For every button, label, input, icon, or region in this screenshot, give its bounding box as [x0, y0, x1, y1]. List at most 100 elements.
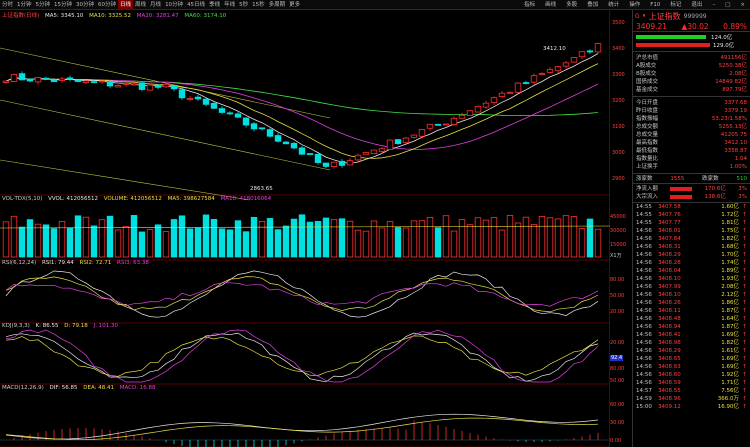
- close-icon[interactable]: ×: [740, 2, 745, 8]
- trade-time: 14:57: [636, 388, 652, 394]
- candle-body: [530, 75, 538, 83]
- toolbar-menu-item[interactable]: 指标: [524, 2, 536, 8]
- period-tab[interactable]: 1分钟: [17, 1, 32, 8]
- candle-body: [570, 57, 578, 63]
- trade-direction: ↑: [742, 372, 747, 378]
- candle-body: [370, 149, 378, 155]
- trade-time: 14:56: [636, 300, 652, 306]
- flow-pct: 3%: [738, 194, 747, 200]
- volume-bar: [562, 215, 570, 258]
- volume-bar: [90, 225, 98, 258]
- volume-bar: [578, 228, 586, 258]
- index-name: 上证指数: [648, 11, 681, 21]
- candle-body: [514, 82, 522, 93]
- macd-tick-60: 60.00: [610, 402, 625, 408]
- kdj-badge: 92.4: [610, 355, 624, 361]
- trade-time: 14:55: [636, 220, 652, 226]
- candle-body: [554, 66, 562, 72]
- volume-bar: [194, 227, 202, 258]
- trade-row: 14:55 3407.58 1.60亿 ↑: [636, 203, 747, 211]
- chart-canvas[interactable]: 3412.10 2863.65: [0, 10, 611, 447]
- dif-label: DIF: 56.85: [49, 385, 78, 391]
- rsi-title: RSI(6,12,24): [2, 260, 37, 266]
- toolbar-menu-item[interactable]: F10: [650, 2, 661, 8]
- period-tab[interactable]: 月线: [150, 1, 162, 8]
- volume-bar: [354, 229, 362, 258]
- candle-body: [562, 62, 570, 67]
- period-tab[interactable]: 更多: [289, 1, 301, 8]
- macd-panel-label: MACD(12,26,9) DIF: 56.85 DEA: 48.41 MACD…: [2, 385, 160, 391]
- toolbar-menu-item[interactable]: 操作: [629, 2, 641, 8]
- candle-body: [314, 153, 322, 163]
- stat-label: 沪总市值: [636, 55, 659, 61]
- period-tab[interactable]: 10分钟: [165, 1, 184, 8]
- toolbar-menu-item[interactable]: 退出: [691, 2, 703, 8]
- toolbar-menu-item[interactable]: 标记: [670, 2, 682, 8]
- trade-row: 14:56 3408.65 1.69亿 ↑: [636, 355, 747, 363]
- trade-price: 3408.41: [658, 332, 681, 338]
- trend-line: [0, 47, 331, 119]
- flow-value: 138.6亿: [704, 194, 726, 200]
- trade-volume: 2.12亿: [721, 292, 739, 298]
- current-price: 3409.21: [636, 22, 668, 31]
- maximize-icon[interactable]: □: [725, 2, 731, 8]
- stat-row: 最低指数 3358.87: [633, 147, 750, 155]
- period-tab[interactable]: 60分钟: [98, 1, 117, 8]
- candle-body: [250, 123, 258, 130]
- candle-body: [378, 148, 386, 152]
- rsi3-label: RSI3: 63.38: [117, 260, 149, 266]
- volume-bar: [570, 216, 578, 258]
- period-tab[interactable]: 分时: [2, 1, 14, 8]
- stat-row: 总成交额 5255.13亿: [633, 123, 750, 131]
- period-tab[interactable]: 30分钟: [76, 1, 95, 8]
- trade-row: 14:56 3407.99 2.08亿 ↑: [636, 283, 747, 291]
- period-tab[interactable]: 周线: [135, 1, 147, 8]
- period-tab[interactable]: 日线: [118, 0, 134, 10]
- volume-bar: [322, 217, 330, 258]
- flow-label: 大宗流入: [636, 194, 659, 200]
- toolbar-menu-item[interactable]: 画线: [545, 2, 557, 8]
- trade-direction: ↑: [742, 340, 747, 346]
- minimize-icon[interactable]: –: [712, 2, 716, 8]
- ma5-label: MA5: 3345.10: [45, 13, 84, 19]
- trade-time: 14:56: [636, 276, 652, 282]
- trade-volume: 366.0万: [717, 396, 739, 402]
- trade-price: 3408.59: [658, 380, 681, 386]
- stat-label: 今日开盘: [636, 100, 659, 106]
- period-tab[interactable]: 季线: [209, 1, 221, 8]
- toolbar-menu-item[interactable]: 多股: [566, 2, 578, 8]
- period-tab[interactable]: 5秒: [239, 1, 249, 8]
- period-tab[interactable]: 5分钟: [35, 1, 51, 8]
- stat-value: 897.79亿: [722, 87, 747, 93]
- volume-bar: [242, 231, 250, 258]
- volume-bar: [474, 217, 482, 258]
- trade-time: 14:59: [636, 396, 652, 402]
- candle-body: [362, 152, 370, 155]
- candle-body: [234, 113, 242, 118]
- trade-direction: ↑: [742, 244, 747, 250]
- rsi2-line: [5, 276, 599, 313]
- period-tab[interactable]: 年线: [224, 1, 236, 8]
- period-tab[interactable]: 45日线: [187, 1, 206, 8]
- toolbar-menu-item[interactable]: 统计: [608, 2, 620, 8]
- trade-row: 14:56 3408.63 1.69亿 ↑: [636, 363, 747, 371]
- period-tab[interactable]: 多周期: [268, 1, 286, 8]
- candle-body: [2, 80, 10, 83]
- candle-body: [298, 147, 306, 155]
- stat-label: 指数量比: [636, 156, 659, 162]
- candle-body: [10, 74, 18, 82]
- toolbar-menu-item[interactable]: 叠加: [587, 2, 599, 8]
- volume-bar: [314, 221, 322, 258]
- volume-bar: [18, 226, 26, 258]
- ma60-line: [5, 77, 599, 117]
- period-tab[interactable]: 15秒: [252, 1, 265, 8]
- trade-direction: ↑: [742, 308, 747, 314]
- stat-label: 总成交额: [636, 124, 659, 130]
- trade-price: 3407.99: [658, 284, 681, 290]
- chart-area[interactable]: 3412.10 2863.65 上证指数(日线) MA5: 3345.10 MA1…: [0, 10, 611, 447]
- period-tab[interactable]: 15分钟: [54, 1, 73, 8]
- trade-time: 14:56: [636, 284, 652, 290]
- low-annotation: 2863.65: [250, 186, 273, 192]
- volume-bar: [250, 216, 258, 258]
- trade-price: 3408.26: [658, 300, 681, 306]
